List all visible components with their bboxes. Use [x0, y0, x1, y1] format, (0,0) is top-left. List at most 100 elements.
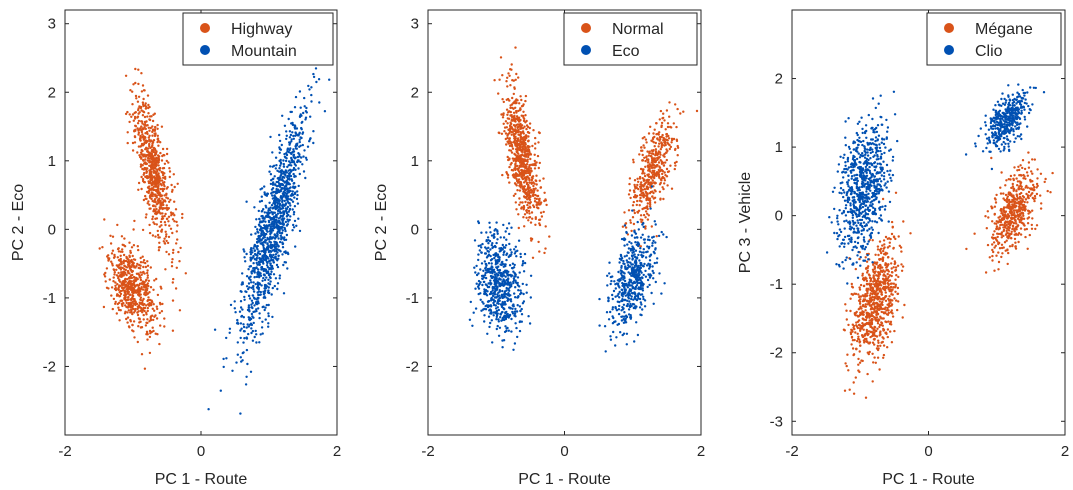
data-point: [285, 180, 289, 183]
data-point: [279, 164, 282, 167]
data-point: [477, 279, 481, 283]
data-point: [515, 115, 519, 118]
data-point: [281, 200, 284, 204]
data-point: [514, 250, 517, 253]
data-point: [528, 216, 532, 219]
data-point: [138, 105, 141, 108]
data-point: [495, 315, 498, 319]
data-point: [623, 237, 626, 240]
data-point: [126, 278, 129, 281]
data-point: [621, 281, 624, 285]
data-point: [152, 167, 155, 170]
data-point: [292, 213, 296, 216]
data-point: [148, 161, 151, 164]
data-point: [116, 256, 120, 259]
data-point: [156, 134, 159, 137]
data-point: [250, 299, 254, 302]
data-point: [102, 305, 106, 309]
data-point: [487, 250, 490, 253]
data-point: [292, 186, 295, 189]
data-point: [498, 259, 501, 262]
data-point: [485, 239, 488, 243]
data-point: [512, 111, 516, 115]
data-point: [649, 274, 653, 277]
data-point: [140, 90, 144, 93]
data-point: [542, 210, 545, 214]
data-point: [285, 215, 289, 218]
data-point: [292, 137, 295, 140]
data-point: [239, 322, 243, 325]
data-point: [154, 126, 157, 129]
data-point: [501, 243, 504, 247]
data-point: [152, 113, 155, 117]
data-point: [618, 261, 621, 264]
data-point: [154, 157, 158, 160]
data-point: [622, 317, 625, 321]
data-point: [123, 268, 126, 271]
data-point: [280, 231, 284, 235]
data-point: [505, 313, 509, 316]
data-point: [300, 136, 303, 140]
data-point: [239, 412, 242, 415]
data-point: [147, 200, 150, 203]
data-point: [155, 207, 158, 211]
data-point: [525, 216, 528, 219]
data-point: [171, 329, 175, 332]
data-point: [627, 247, 631, 250]
data-point: [267, 209, 270, 212]
data-point: [165, 250, 168, 254]
data-point: [646, 150, 649, 153]
data-point: [612, 330, 615, 334]
data-point: [117, 271, 120, 275]
data-point: [269, 264, 272, 267]
data-point: [116, 302, 120, 306]
data-point: [297, 184, 300, 188]
data-point: [521, 282, 524, 286]
data-point: [490, 234, 494, 237]
data-point: [633, 287, 636, 290]
data-point: [158, 311, 161, 315]
data-point: [148, 173, 151, 176]
data-point: [522, 162, 526, 166]
data-point: [140, 175, 143, 179]
data-point: [527, 135, 530, 138]
data-point: [277, 245, 280, 248]
data-point: [660, 121, 664, 125]
data-point: [273, 246, 277, 249]
data-point: [106, 255, 109, 258]
data-point: [641, 223, 644, 226]
data-point: [507, 288, 510, 291]
data-point: [114, 302, 117, 305]
data-point: [144, 261, 147, 265]
data-point: [157, 177, 161, 180]
data-point: [146, 154, 149, 157]
data-point: [152, 185, 156, 188]
data-point: [284, 250, 287, 253]
data-point: [131, 307, 134, 310]
data-point: [250, 272, 253, 275]
data-point: [634, 307, 637, 310]
data-point: [129, 285, 132, 288]
data-point: [529, 157, 532, 161]
data-point: [272, 259, 275, 262]
data-point: [171, 251, 175, 254]
data-point: [642, 144, 645, 147]
data-point: [619, 253, 623, 257]
data-point: [310, 93, 313, 97]
data-point: [113, 273, 116, 276]
data-point: [489, 267, 492, 270]
data-point: [111, 264, 114, 267]
data-point: [623, 311, 626, 314]
data-point: [109, 234, 112, 237]
data-point: [155, 177, 158, 181]
data-point: [614, 287, 617, 290]
data-point: [134, 94, 138, 98]
data-point: [265, 224, 268, 227]
data-point: [662, 187, 665, 191]
data-point: [646, 238, 650, 241]
data-point: [510, 330, 513, 333]
data-point: [644, 216, 647, 219]
data-point: [131, 263, 134, 266]
data-point: [269, 182, 273, 186]
data-point: [283, 226, 286, 230]
